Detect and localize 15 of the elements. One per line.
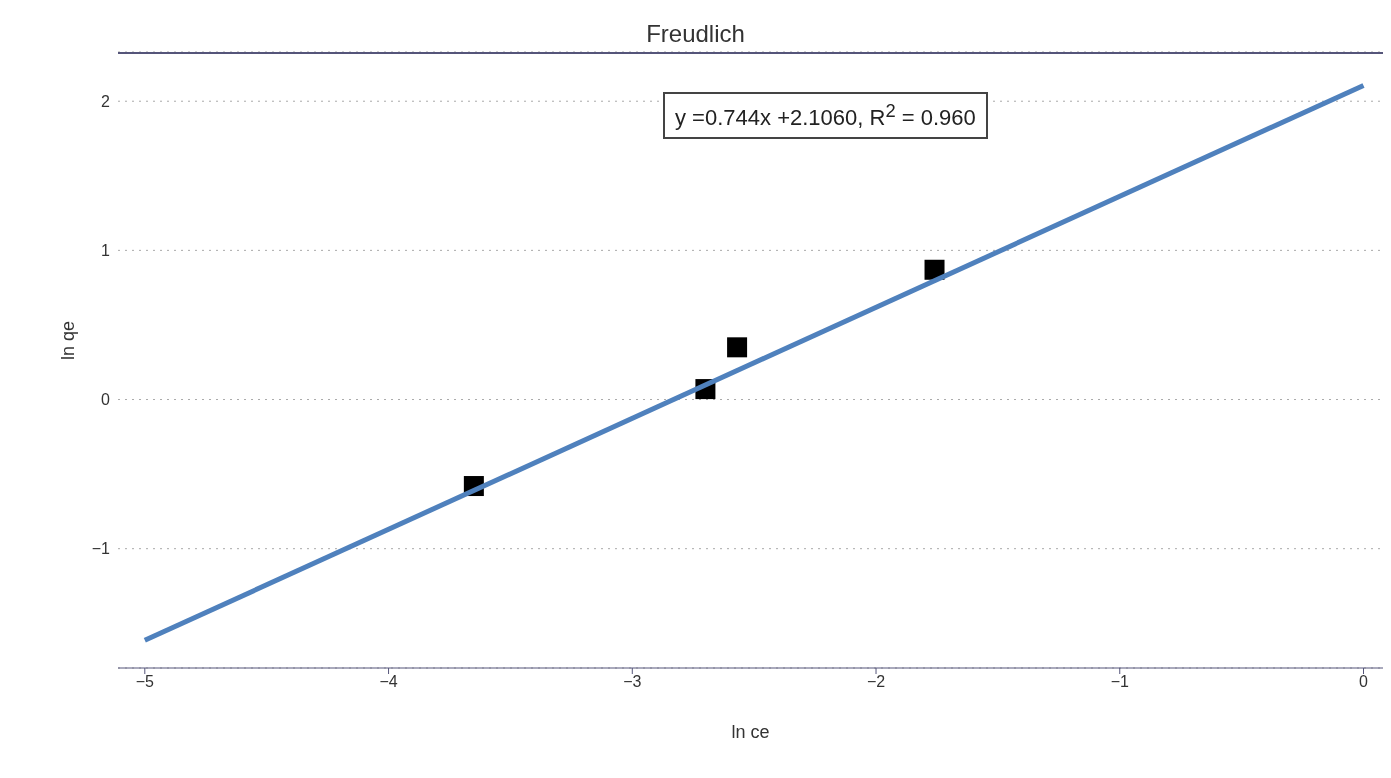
x-tick-label: −1 [1110, 673, 1129, 691]
x-tick-label: −3 [623, 673, 642, 691]
annotation: y =0.744x +2.1060, R$^{2}$ = 0.960 [663, 92, 988, 140]
y-tick-label: 0 [101, 391, 111, 409]
x-axis-title: ln ce [731, 722, 770, 742]
y-tick-label: 1 [101, 242, 111, 260]
y-axis-title: ln qe [58, 320, 79, 360]
x-tick-label: −2 [866, 673, 886, 691]
chart-title: Freudlich [645, 20, 746, 48]
x-tick-label: −5 [135, 673, 155, 691]
y-tick-label: −1 [91, 540, 111, 558]
point [727, 337, 748, 358]
y-tick-label: 2 [101, 92, 111, 110]
x-tick-label: −4 [379, 673, 398, 691]
x-tick-label: 0 [1359, 673, 1369, 691]
